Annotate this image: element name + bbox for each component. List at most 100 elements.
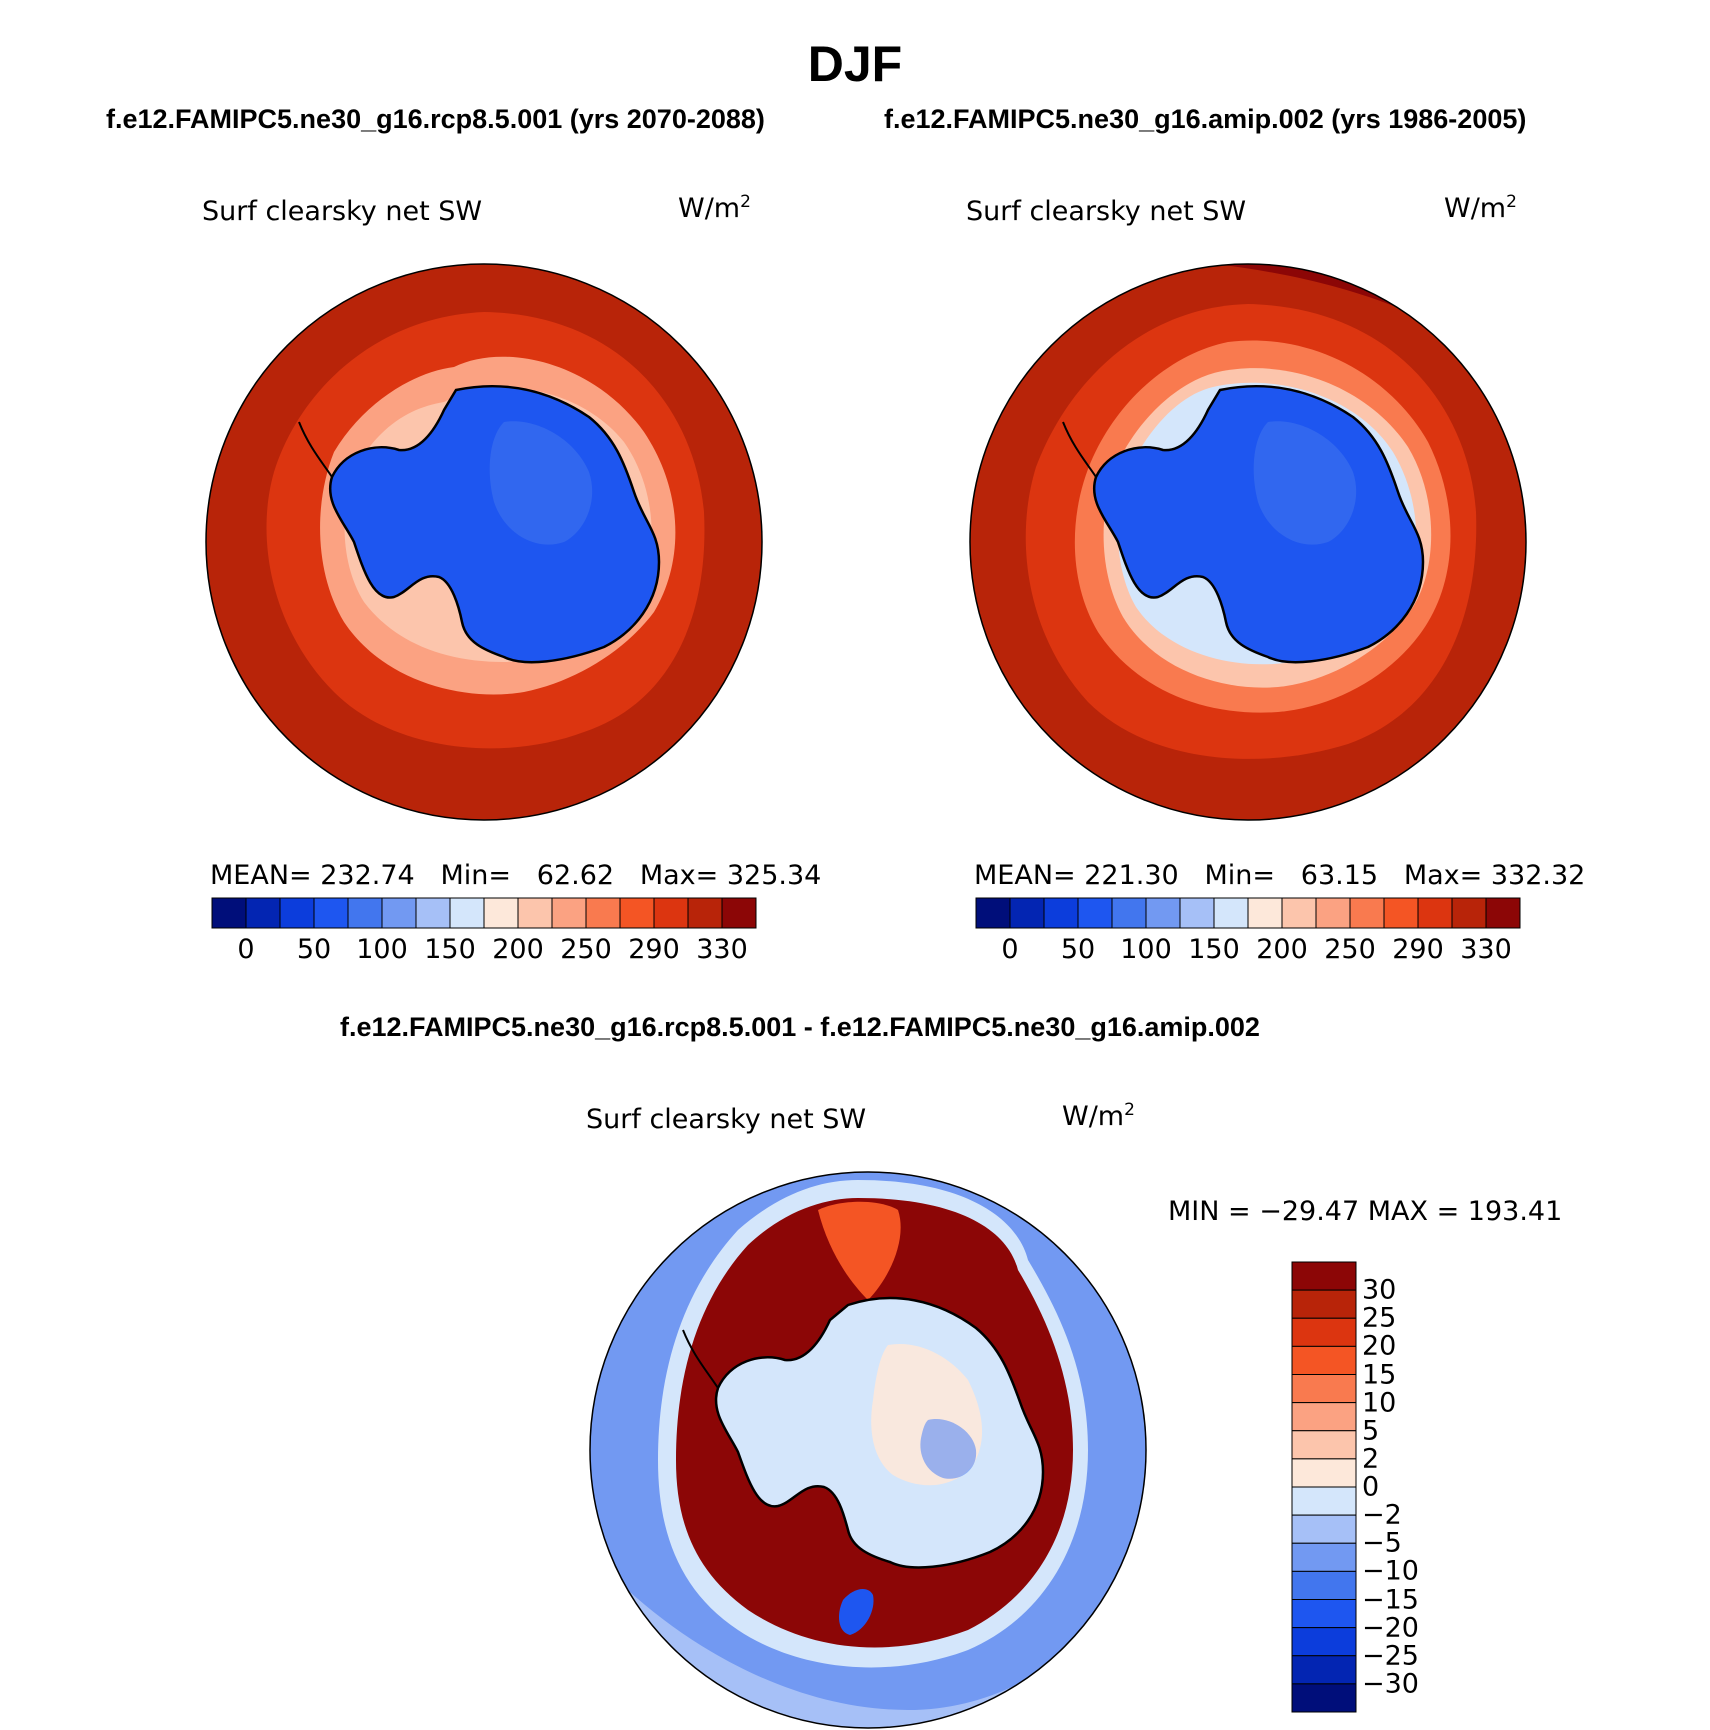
panel1-mean-value: 232.74 [320, 860, 415, 891]
diff-colorbar-box [1291, 1345, 1357, 1375]
diff-colorbar-tick-label: −2 [1362, 1499, 1402, 1531]
diff-notch-orange [818, 1201, 901, 1300]
panel1-colorbar-tick-label: 250 [560, 934, 612, 965]
page-title: DJF [807, 36, 903, 92]
diff-colorbar-box [1291, 1542, 1357, 1572]
diff-colorbar-tick-label: 10 [1362, 1387, 1397, 1419]
panel1-map [205, 263, 763, 821]
diff-colorbar-box [1291, 1402, 1357, 1432]
diff-colorbar-tick-label: −15 [1362, 1584, 1419, 1615]
diff-colorbar-box [1291, 1317, 1357, 1347]
diff-colorbar-tick-label: 30 [1362, 1274, 1397, 1306]
panel1-ice-interior [489, 421, 593, 545]
diff-ice-blue-patch [920, 1419, 977, 1479]
diff-minmax-label: MIN = −29.47 MAX = 193.41 [1168, 1196, 1563, 1227]
panel2-colorbar-ticks: 0 50 100 150 200 250 290 330 [976, 934, 1520, 965]
panel2-colorbar-tick-label: 0 [1001, 934, 1019, 965]
diff-peninsula [682, 1329, 719, 1389]
panel2-colorbar-box [1247, 897, 1283, 929]
panel1-colorbar-box [279, 897, 315, 929]
panel1-colorbar-tick-label: 0 [237, 934, 255, 965]
panel1-colorbar-box [653, 897, 689, 929]
panel1-colorbar-tick-label: 150 [424, 934, 476, 965]
panel1-colorbar-ticks: 0 50 100 150 200 250 290 330 [212, 934, 756, 965]
panel1-colorbar-box [721, 897, 757, 929]
diff-colorbar-box [1291, 1627, 1357, 1657]
diff-map [589, 1171, 1147, 1729]
diff-colorbar-box [1291, 1430, 1357, 1460]
diff-units-label: W/m2 [1062, 1100, 1135, 1132]
diff-colorbar-box [1291, 1458, 1357, 1488]
panel1-colorbar-box [347, 897, 383, 929]
diff-colorbar-tick-label: −20 [1362, 1612, 1419, 1644]
panel2-min-label: Min= [1204, 860, 1276, 891]
panel2-peninsula [1062, 421, 1097, 478]
panel1-colorbar-box [415, 897, 451, 929]
panel1-colorbar-box [483, 897, 519, 929]
panel2-colorbar-tick-label: 290 [1392, 934, 1444, 965]
panel2-min-value: 63.15 [1300, 860, 1379, 891]
diff-outer-pale [590, 1550, 1146, 1728]
panel1-colorbar [211, 897, 757, 929]
diff-blue-spot [838, 1588, 874, 1635]
panel2-mean-label: MEAN= [974, 860, 1076, 891]
panel1-colorbar-tick-label: 100 [356, 934, 408, 965]
panel2-map-border [969, 263, 1527, 821]
diff-colorbar-box [1291, 1289, 1357, 1319]
panel1-min-value: 62.62 [536, 860, 615, 891]
panel2-colorbar-box [1451, 897, 1487, 929]
panel1-colorbar-box [211, 897, 247, 929]
panel2-colorbar-tick-label: 100 [1120, 934, 1172, 965]
diff-colorbar-box [1291, 1599, 1357, 1629]
panel2-max-value: 332.32 [1490, 860, 1586, 891]
panel1-colorbar-box [585, 897, 621, 929]
panel1-colorbar-tick-label: 290 [628, 934, 680, 965]
panel2-colorbar-box [975, 897, 1011, 929]
diff-colorbar-tick-label: 5 [1362, 1415, 1380, 1447]
panel2-colorbar [975, 897, 1521, 929]
panel2-mean-value: 221.30 [1084, 860, 1179, 891]
diff-colorbar-tick-label: 0 [1362, 1471, 1380, 1503]
panel2-units-label: W/m2 [1444, 192, 1517, 224]
panel1-stats: MEAN= 232.74 Min= 62.62 Max= 325.34 [210, 860, 821, 891]
panel2-colorbar-tick-label: 50 [1060, 934, 1096, 965]
panel1-colorbar-tick-label: 50 [296, 934, 332, 965]
panel2-colorbar-tick-label: 200 [1256, 934, 1308, 965]
panel1-max-value: 325.34 [726, 860, 822, 891]
panel2-map [969, 263, 1527, 821]
panel1-colorbar-box [551, 897, 587, 929]
panel1-colorbar-box [449, 897, 485, 929]
diff-colorbar-tick-label: 20 [1362, 1330, 1397, 1362]
panel1-variable-label: Surf clearsky net SW [202, 196, 483, 227]
panel1-units-exp: 2 [740, 192, 751, 212]
panel1-map-border [205, 263, 763, 821]
panel2-colorbar-box [1349, 897, 1385, 929]
panel1-colorbar-box [245, 897, 281, 929]
panel2-colorbar-box [1281, 897, 1317, 929]
diff-colorbar-tick-label: 2 [1362, 1443, 1380, 1475]
diff-colorbar-box [1291, 1486, 1357, 1516]
panel2-units-base: W/m [1444, 193, 1507, 224]
diff-colorbar-tick-label: −25 [1362, 1640, 1419, 1672]
diff-run-label: f.e12.FAMIPC5.ne30_g16.rcp8.5.001 - f.e1… [340, 1012, 1260, 1042]
panel2-colorbar-box [1485, 897, 1521, 929]
panel1-mean-label: MEAN= [210, 860, 312, 891]
panel2-colorbar-tick-label: 250 [1324, 934, 1376, 965]
diff-colorbar-tick-label: −30 [1362, 1668, 1419, 1700]
panel2-colorbar-tick-label: 330 [1460, 934, 1512, 965]
diff-colorbar-ticks: 30 25 20 15 10 5 2 0 −2 −5 −10 −15 −20 −25 −30 [1362, 1262, 1482, 1712]
panel1-colorbar-box [687, 897, 723, 929]
panel2-colorbar-box [1043, 897, 1079, 929]
panel1-peninsula [298, 421, 333, 478]
diff-units-base: W/m [1062, 1101, 1125, 1132]
diff-colorbar-box [1291, 1683, 1357, 1713]
panel2-colorbar-box [1009, 897, 1045, 929]
diff-colorbar-tick-label: 15 [1362, 1359, 1397, 1390]
panel2-run-label: f.e12.FAMIPC5.ne30_g16.amip.002 (yrs 198… [884, 104, 1527, 134]
panel1-colorbar-box [619, 897, 655, 929]
diff-colorbar-box [1291, 1374, 1357, 1404]
diff-colorbar-box [1291, 1514, 1357, 1544]
panel1-max-label: Max= [639, 860, 719, 891]
panel1-colorbar-tick-label: 330 [696, 934, 748, 965]
panel2-colorbar-box [1417, 897, 1453, 929]
